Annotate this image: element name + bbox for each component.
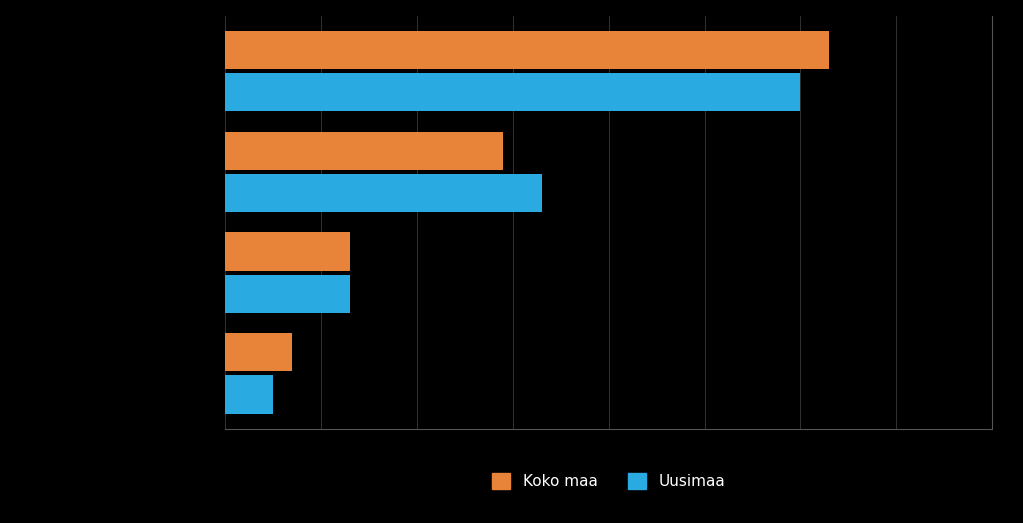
Bar xyxy=(225,232,350,270)
Bar xyxy=(225,376,273,414)
Bar xyxy=(225,174,541,212)
Bar xyxy=(225,333,293,371)
Bar xyxy=(225,132,503,170)
Legend: Koko maa, Uusimaa: Koko maa, Uusimaa xyxy=(486,468,731,496)
Bar xyxy=(225,31,830,69)
Bar xyxy=(225,275,350,313)
Bar xyxy=(225,73,801,111)
